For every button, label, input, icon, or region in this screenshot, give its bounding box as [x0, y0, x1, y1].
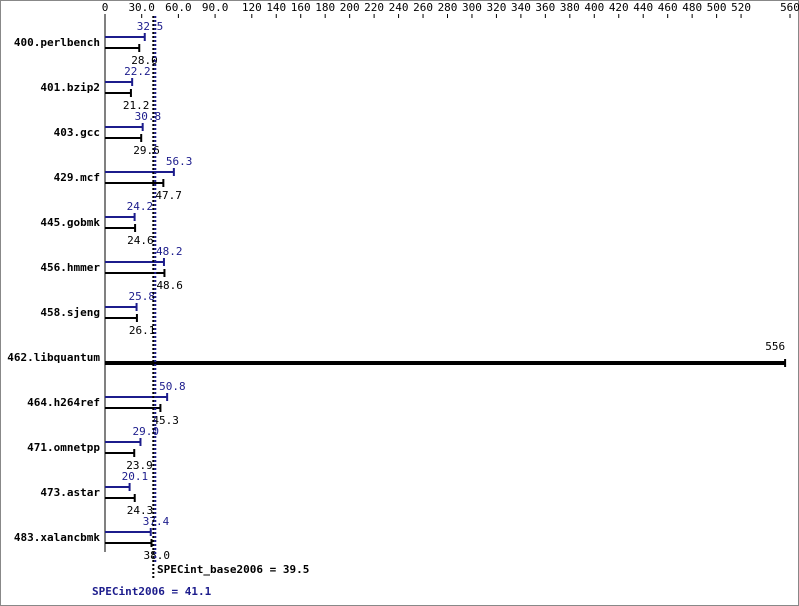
x-tick-label: 480: [682, 1, 702, 14]
x-tick-label: 360: [535, 1, 555, 14]
value-label: 56.3: [166, 155, 193, 168]
category-label: 473.astar: [40, 486, 100, 499]
category-label: 429.mcf: [54, 171, 100, 184]
bar: [105, 452, 135, 454]
category-label: 401.bzip2: [40, 81, 100, 94]
value-label: 25.8: [129, 290, 156, 303]
value-label: 45.3: [152, 414, 179, 427]
bar: [105, 227, 136, 229]
x-tick-label: 60.0: [165, 1, 192, 14]
x-tick-label: 400: [584, 1, 604, 14]
bar: [105, 261, 164, 263]
x-tick-label: 200: [340, 1, 360, 14]
value-label: 556: [765, 340, 785, 353]
value-label: 47.7: [155, 189, 182, 202]
bar: [105, 182, 164, 184]
x-tick-label: 120: [242, 1, 262, 14]
category-label: 445.gobmk: [40, 216, 100, 229]
reference-label: SPECint_base2006 = 39.5: [157, 563, 309, 576]
category-label: 456.hmmer: [40, 261, 100, 274]
x-tick-label: 380: [560, 1, 580, 14]
x-tick-label: 180: [315, 1, 335, 14]
x-tick-label: 560: [780, 1, 799, 14]
category-label: 458.sjeng: [40, 306, 100, 319]
category-label: 462.libquantum: [7, 351, 100, 364]
value-label: 24.6: [127, 234, 153, 247]
bar: [105, 126, 143, 128]
x-tick-label: 0: [102, 1, 109, 14]
bar: [105, 81, 133, 83]
x-tick-label: 30.0: [128, 1, 155, 14]
bar: [105, 171, 174, 173]
x-tick-label: 90.0: [202, 1, 229, 14]
bar: [105, 47, 140, 49]
value-label: 28.0: [131, 54, 158, 67]
bar: [105, 441, 141, 443]
category-label: 400.perlbench: [14, 36, 100, 49]
bar: [105, 137, 142, 139]
value-label: 48.2: [156, 245, 183, 258]
category-label: 464.h264ref: [27, 396, 100, 409]
category-label: 483.xalancbmk: [14, 531, 100, 544]
x-tick-label: 460: [658, 1, 678, 14]
bar: [105, 542, 152, 544]
bar: [105, 36, 145, 38]
x-tick-label: 520: [731, 1, 751, 14]
bar: [105, 361, 786, 365]
value-label: 21.2: [123, 99, 150, 112]
bar: [105, 531, 151, 533]
x-tick-label: 240: [389, 1, 409, 14]
value-label: 50.8: [159, 380, 186, 393]
x-tick-label: 320: [486, 1, 506, 14]
value-label: 24.3: [127, 504, 154, 517]
x-tick-label: 260: [413, 1, 433, 14]
x-tick-label: 220: [364, 1, 384, 14]
value-label: 26.1: [129, 324, 156, 337]
x-tick-label: 340: [511, 1, 531, 14]
value-label: 22.2: [124, 65, 151, 78]
x-tick-label: 280: [438, 1, 458, 14]
x-tick-label: 300: [462, 1, 482, 14]
category-label: 403.gcc: [54, 126, 100, 139]
category-label: 471.omnetpp: [27, 441, 100, 454]
bar: [105, 486, 130, 488]
reference-label: SPECint2006 = 41.1: [92, 585, 212, 598]
bar: [105, 497, 135, 499]
value-label: 20.1: [122, 470, 149, 483]
bar: [105, 306, 137, 308]
x-tick-label: 160: [291, 1, 311, 14]
bar: [105, 216, 135, 218]
bar: [105, 272, 165, 274]
x-tick-label: 500: [707, 1, 727, 14]
value-label: 30.8: [135, 110, 162, 123]
bar: [105, 317, 137, 319]
value-label: 48.6: [156, 279, 183, 292]
value-label: 38.0: [143, 549, 170, 562]
x-tick-label: 420: [609, 1, 629, 14]
bar: [105, 396, 168, 398]
bar: [105, 407, 161, 409]
value-label: 23.9: [126, 459, 153, 472]
value-label: 32.5: [137, 20, 164, 33]
x-tick-label: 140: [266, 1, 286, 14]
value-label: 24.2: [127, 200, 153, 213]
x-tick-label: 440: [633, 1, 653, 14]
bar: [105, 92, 131, 94]
